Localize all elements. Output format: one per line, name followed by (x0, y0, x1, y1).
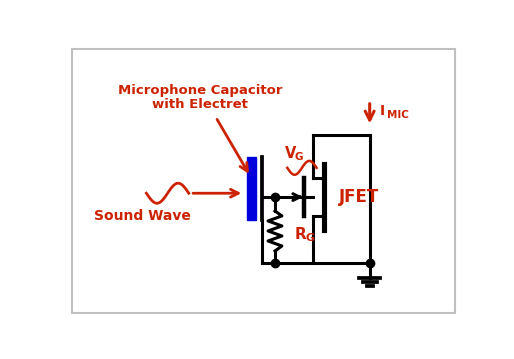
Text: MIC: MIC (388, 110, 409, 120)
Text: V: V (285, 146, 297, 161)
Text: R: R (295, 227, 307, 242)
Bar (247, 157, 256, 220)
Text: JFET: JFET (339, 188, 379, 206)
Text: Microphone Capacitor: Microphone Capacitor (118, 84, 283, 97)
Text: I: I (380, 104, 385, 118)
Text: with Electret: with Electret (152, 98, 248, 111)
Text: Sound Wave: Sound Wave (94, 209, 191, 223)
Text: G: G (295, 152, 303, 162)
Text: G: G (305, 233, 314, 243)
